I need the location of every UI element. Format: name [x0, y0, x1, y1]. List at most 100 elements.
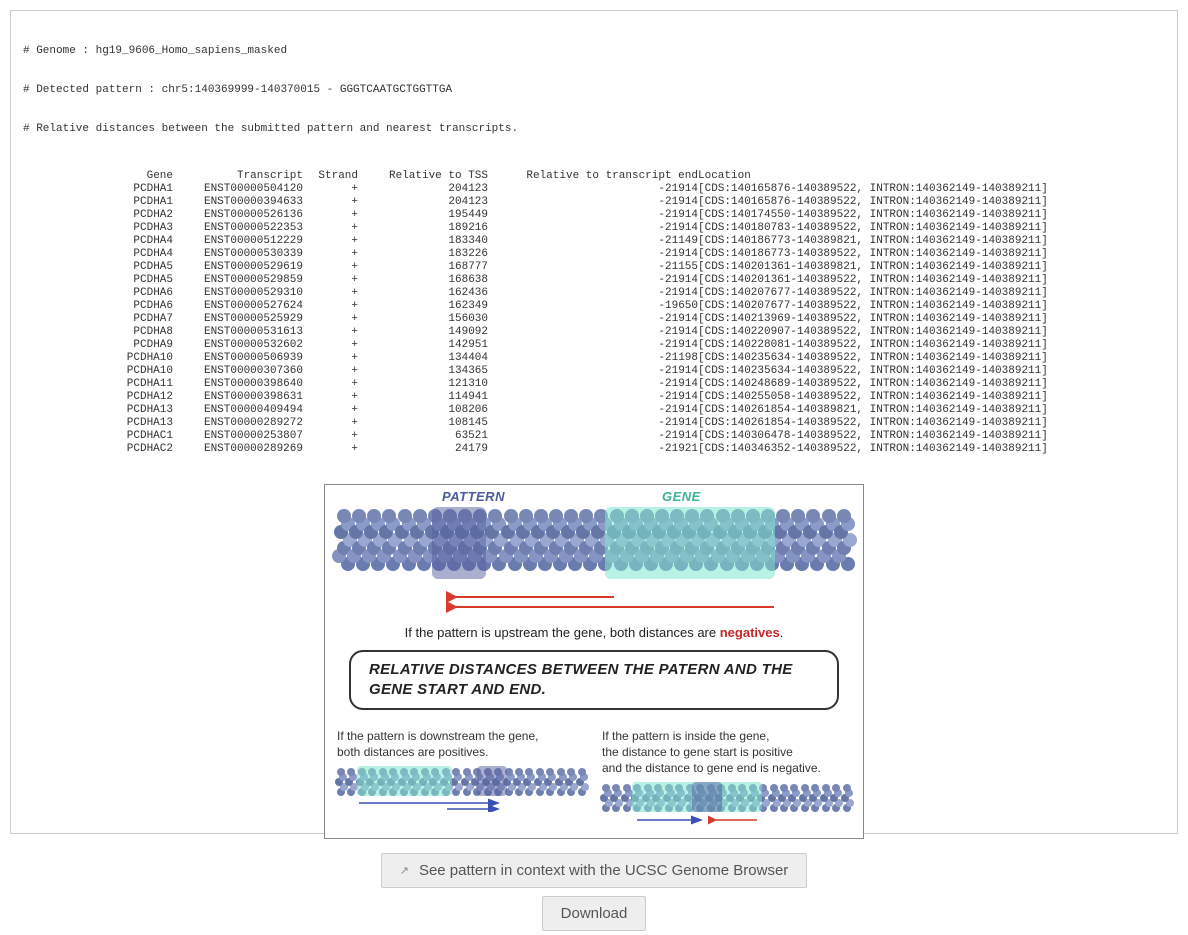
cell-tend: -21921 — [488, 443, 698, 456]
cell-tend: -21914 — [488, 183, 698, 196]
cell-tss: 108206 — [358, 404, 488, 417]
cell-loc: [CDS:140180783-140389522, INTRON:1403621… — [698, 222, 1048, 235]
cell-tend: -21914 — [488, 196, 698, 209]
cell-transcript: ENST00000253807 — [173, 430, 303, 443]
col-header-strand: Strand — [303, 170, 358, 183]
cell-tss: 24179 — [358, 443, 488, 456]
cell-strand: + — [303, 417, 358, 430]
cell-loc: [CDS:140235634-140389522, INTRON:1403621… — [698, 365, 1048, 378]
cell-transcript: ENST00000529619 — [173, 261, 303, 274]
table-row: PCDHA8ENST00000531613+149092-21914[CDS:1… — [23, 326, 1048, 339]
cell-tss: 204123 — [358, 196, 488, 209]
cell-transcript: ENST00000512229 — [173, 235, 303, 248]
cell-transcript: ENST00000529859 — [173, 274, 303, 287]
cell-loc: [CDS:140186773-140389821, INTRON:1403621… — [698, 235, 1048, 248]
table-row: PCDHA7ENST00000525929+156030-21914[CDS:1… — [23, 313, 1048, 326]
cell-loc: [CDS:140207677-140389522, INTRON:1403621… — [698, 287, 1048, 300]
cell-tend: -21914 — [488, 365, 698, 378]
cell-gene: PCDHA11 — [23, 378, 173, 391]
cell-gene: PCDHA2 — [23, 209, 173, 222]
action-row: ↗See pattern in context with the UCSC Ge… — [23, 849, 1165, 935]
cell-gene: PCDHA10 — [23, 352, 173, 365]
col-header-location: Location — [698, 170, 1048, 183]
cell-strand: + — [303, 287, 358, 300]
table-row: PCDHA1ENST00000504120+204123-21914[CDS:1… — [23, 183, 1048, 196]
cell-tss: 156030 — [358, 313, 488, 326]
cell-loc: [CDS:140248689-140389522, INTRON:1403621… — [698, 378, 1048, 391]
cell-loc: [CDS:140235634-140389522, INTRON:1403621… — [698, 352, 1048, 365]
cell-loc: [CDS:140261854-140389522, INTRON:1403621… — [698, 417, 1048, 430]
cell-loc: [CDS:140174550-140389522, INTRON:1403621… — [698, 209, 1048, 222]
cell-transcript: ENST00000522353 — [173, 222, 303, 235]
cell-strand: + — [303, 196, 358, 209]
cell-strand: + — [303, 378, 358, 391]
ucsc-browser-button[interactable]: ↗See pattern in context with the UCSC Ge… — [381, 853, 808, 888]
cell-strand: + — [303, 365, 358, 378]
cell-gene: PCDHA13 — [23, 417, 173, 430]
cell-transcript: ENST00000289269 — [173, 443, 303, 456]
cell-strand: + — [303, 209, 358, 222]
download-button[interactable]: Download — [542, 896, 647, 931]
cell-gene: PCDHA4 — [23, 235, 173, 248]
cell-transcript: ENST00000504120 — [173, 183, 303, 196]
cell-gene: PCDHAC1 — [23, 430, 173, 443]
upstream-caption: If the pattern is upstream the gene, bot… — [337, 625, 851, 640]
table-row: PCDHA12ENST00000398631+114941-21914[CDS:… — [23, 391, 1048, 404]
cell-strand: + — [303, 313, 358, 326]
cell-gene: PCDHA5 — [23, 274, 173, 287]
cell-gene: PCDHA10 — [23, 365, 173, 378]
cell-transcript: ENST00000530339 — [173, 248, 303, 261]
cell-tend: -21914 — [488, 378, 698, 391]
cell-transcript: ENST00000506939 — [173, 352, 303, 365]
cell-transcript: ENST00000531613 — [173, 326, 303, 339]
cell-transcript: ENST00000527624 — [173, 300, 303, 313]
gene-label: GENE — [662, 489, 701, 504]
cell-tend: -21914 — [488, 417, 698, 430]
pattern-overlay — [432, 507, 486, 579]
cell-strand: + — [303, 339, 358, 352]
table-row: PCDHA13ENST00000289272+108145-21914[CDS:… — [23, 417, 1048, 430]
cell-tend: -21914 — [488, 404, 698, 417]
cell-tss: 121310 — [358, 378, 488, 391]
cell-tss: 162436 — [358, 287, 488, 300]
cell-tss: 63521 — [358, 430, 488, 443]
cell-loc: [CDS:140220907-140389522, INTRON:1403621… — [698, 326, 1048, 339]
table-row: PCDHA10ENST00000307360+134365-21914[CDS:… — [23, 365, 1048, 378]
cell-strand: + — [303, 352, 358, 365]
cell-gene: PCDHA7 — [23, 313, 173, 326]
table-row: PCDHA10ENST00000506939+134404-21198[CDS:… — [23, 352, 1048, 365]
cell-tend: -21914 — [488, 391, 698, 404]
cell-tss: 162349 — [358, 300, 488, 313]
cell-loc: [CDS:140261854-140389821, INTRON:1403621… — [698, 404, 1048, 417]
cell-transcript: ENST00000529310 — [173, 287, 303, 300]
cell-tss: 134404 — [358, 352, 488, 365]
cell-tss: 168638 — [358, 274, 488, 287]
pattern-label: PATTERN — [442, 489, 505, 504]
cell-loc: [CDS:140165876-140389522, INTRON:1403621… — [698, 183, 1048, 196]
cell-tend: -21914 — [488, 287, 698, 300]
external-link-icon: ↗ — [400, 864, 409, 877]
table-row: PCDHA1ENST00000394633+204123-21914[CDS:1… — [23, 196, 1048, 209]
cell-gene: PCDHA12 — [23, 391, 173, 404]
cell-transcript: ENST00000307360 — [173, 365, 303, 378]
cell-tss: 189216 — [358, 222, 488, 235]
cell-tend: -21914 — [488, 430, 698, 443]
cell-tend: -21914 — [488, 326, 698, 339]
cell-transcript: ENST00000398640 — [173, 378, 303, 391]
cell-gene: PCDHA3 — [23, 222, 173, 235]
downstream-block: If the pattern is downstream the gene, b… — [337, 728, 586, 828]
cell-tss: 142951 — [358, 339, 488, 352]
cell-loc: [CDS:140346352-140389522, INTRON:1403621… — [698, 443, 1048, 456]
mini-dna-downstream — [337, 768, 586, 812]
table-row: PCDHA4ENST00000512229+183340-21149[CDS:1… — [23, 235, 1048, 248]
cell-transcript: ENST00000409494 — [173, 404, 303, 417]
cell-tend: -21914 — [488, 274, 698, 287]
cell-tend: -21198 — [488, 352, 698, 365]
cell-strand: + — [303, 300, 358, 313]
cell-gene: PCDHA1 — [23, 183, 173, 196]
cell-tend: -21914 — [488, 209, 698, 222]
cell-tend: -21914 — [488, 222, 698, 235]
cell-gene: PCDHA1 — [23, 196, 173, 209]
header-line-pattern: # Detected pattern : chr5:140369999-1403… — [23, 84, 1165, 97]
cell-strand: + — [303, 274, 358, 287]
